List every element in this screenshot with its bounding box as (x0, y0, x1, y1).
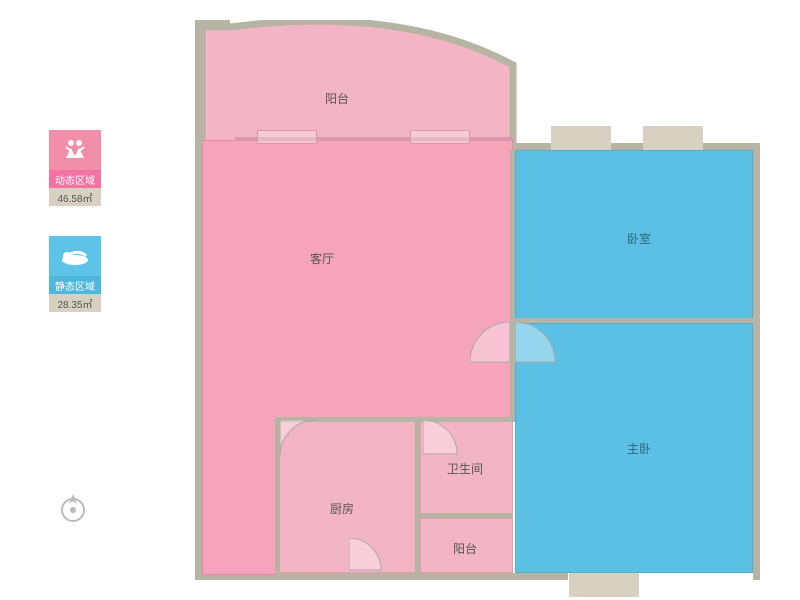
compass-icon (55, 490, 91, 531)
bathroom-label: 卫生间 (447, 460, 483, 477)
wall-bath-bottom (418, 513, 513, 518)
people-icon (49, 130, 101, 170)
floorplan: 阳台 客厅 厨房 卫生间 阳台 卧室 主卧 (195, 20, 760, 580)
legend-static-label: 静态区域 (49, 276, 101, 294)
bedroom-label: 卧室 (627, 230, 651, 247)
balcony-top-shape (202, 20, 522, 150)
room-living-ext (202, 418, 277, 575)
window-top-2 (643, 126, 703, 150)
door-kitchen (280, 420, 320, 460)
legend-static-value: 28.35㎡ (49, 294, 101, 312)
legend-dynamic-value: 46.58㎡ (49, 188, 101, 206)
balcony-window-2 (410, 130, 470, 144)
kitchen-label: 厨房 (330, 500, 354, 517)
room-living (202, 140, 513, 420)
window-top-1 (551, 126, 611, 150)
door-master (515, 322, 559, 366)
wall-mid-vert (510, 150, 515, 420)
door-bedroom (470, 322, 514, 366)
wall-left (195, 20, 202, 580)
sleep-icon (49, 236, 101, 276)
window-bottom (569, 573, 639, 597)
wall-kitchen-right (415, 417, 420, 575)
door-bathroom (423, 420, 461, 458)
balcony-window-1 (257, 130, 317, 144)
legend-dynamic-label: 动态区域 (49, 170, 101, 188)
balcony-top-label: 阳台 (325, 90, 349, 107)
door-kitchen-bottom (349, 538, 385, 574)
living-label: 客厅 (310, 250, 334, 267)
legend-dynamic: 动态区域 46.58㎡ (45, 130, 105, 206)
balcony-bottom-label: 阳台 (453, 540, 477, 557)
legend-static: 静态区域 28.35㎡ (45, 236, 105, 312)
master-bedroom-label: 主卧 (627, 440, 651, 457)
legend-panel: 动态区域 46.58㎡ 静态区域 28.35㎡ (45, 130, 105, 342)
wall-right (753, 150, 760, 580)
